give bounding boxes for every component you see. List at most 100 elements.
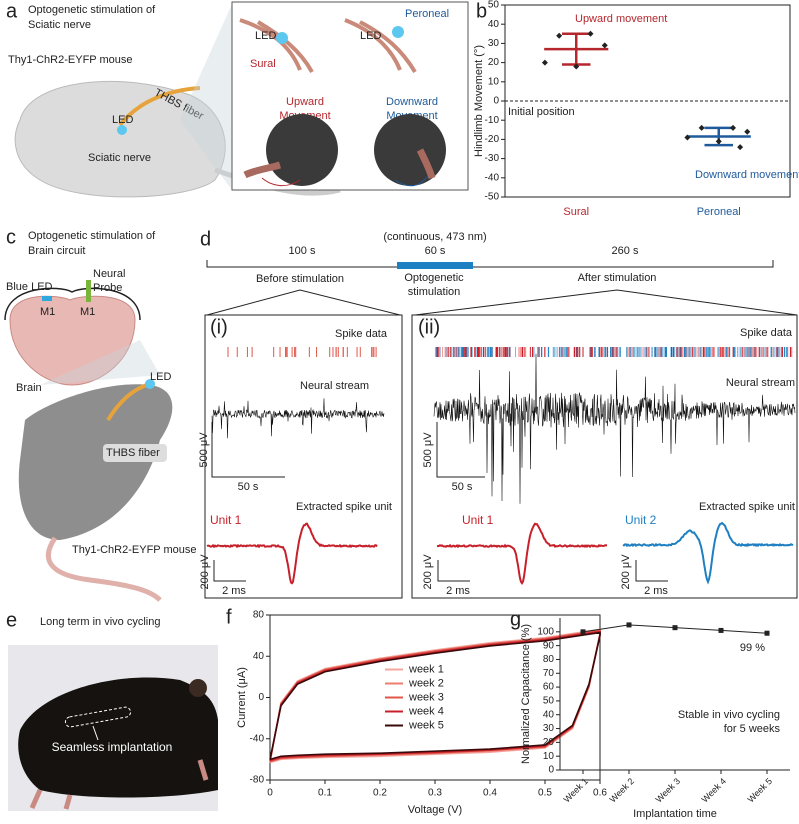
nerve-label: Sciatic nerve	[88, 152, 151, 164]
arrow	[261, 177, 301, 187]
series-line	[269, 631, 601, 761]
y-tick-label: -80	[250, 775, 265, 786]
series-line	[582, 624, 768, 634]
y-tick-label: 90	[543, 640, 555, 651]
y-tick-label: 70	[543, 668, 555, 679]
led	[392, 26, 404, 38]
row-label: Extracted spike unit	[296, 501, 392, 513]
panel-a: a Optogenetic stimulation of Sciatic ner…	[6, 0, 469, 198]
row-label: Extracted spike unit	[699, 501, 795, 513]
y-tick-label: 100	[537, 626, 554, 637]
scale-label: 200 μV	[422, 554, 434, 590]
arrow	[92, 725, 99, 741]
scale-bar	[436, 422, 485, 478]
y-tick-label: 0	[548, 765, 554, 776]
sub-label: (i)	[210, 316, 228, 338]
brain-label: Brain	[16, 382, 42, 394]
mouse-illustration	[18, 384, 173, 540]
led-label: LED	[255, 30, 276, 42]
y-tick-label: 60	[543, 682, 555, 693]
blue-led	[42, 296, 52, 301]
implant-outline	[64, 706, 132, 728]
x-tick-label: 0.3	[428, 788, 442, 799]
panel-letter: c	[6, 226, 16, 248]
time-label: 260 s	[612, 245, 639, 257]
annotation: Initial position	[508, 106, 575, 118]
legend-label: week 2	[408, 677, 444, 689]
caption: Brain circuit	[28, 245, 85, 257]
y-tick-label: 50	[488, 0, 500, 11]
x-tick-label: Week 3	[654, 776, 683, 805]
led	[145, 379, 155, 389]
y-tick-label: 40	[488, 19, 500, 30]
mouse-label: Thy1-ChR2-EYFP mouse	[8, 54, 133, 66]
legend-label: week 1	[408, 663, 444, 675]
data-point	[698, 124, 705, 131]
scale-bar	[635, 560, 668, 582]
leg	[416, 148, 436, 179]
time-label: 100 s	[289, 245, 316, 257]
y-tick-label: 50	[543, 696, 555, 707]
neural-trace	[433, 353, 796, 504]
y-tick-label: 30	[543, 723, 555, 734]
led	[276, 32, 288, 44]
panel-c: c Optogenetic stimulation of Brain circu…	[4, 226, 197, 602]
panel-letter: f	[226, 606, 232, 628]
phase-label: After stimulation	[578, 272, 657, 284]
x-tick-label: Week 4	[700, 776, 729, 805]
brain-illustration	[9, 295, 136, 386]
panel-letter: d	[200, 228, 211, 250]
timeline	[206, 260, 774, 268]
y-tick-label: 80	[543, 654, 555, 665]
y-tick-label: -40	[250, 733, 265, 744]
scale-bar	[437, 560, 470, 582]
y-tick-label: 0	[493, 96, 499, 107]
y-tick-label: -50	[485, 192, 500, 203]
y-tick-label: -40	[485, 172, 500, 183]
stim-note: (continuous, 473 nm)	[383, 231, 486, 243]
fiber-label: THBS fiber	[106, 447, 160, 459]
led-label: LED	[360, 30, 381, 42]
neural-trace	[211, 398, 385, 439]
zoom-cone	[180, 4, 232, 190]
data-point	[601, 42, 608, 49]
axes	[559, 618, 790, 771]
annotation: Upward movement	[575, 13, 667, 25]
data-point	[587, 30, 594, 37]
caption: Optogenetic stimulation of	[28, 230, 156, 242]
annotation: 99 %	[740, 642, 765, 654]
scale-label: 50 s	[452, 481, 473, 493]
x-axis-label: Voltage (V)	[408, 804, 462, 816]
led-label: Blue LED	[6, 281, 53, 293]
row-label: Neural stream	[726, 377, 795, 389]
x-axis-label: Implantation time	[633, 808, 717, 820]
region-label: M1	[40, 306, 55, 318]
scale-label: 2 ms	[644, 585, 668, 597]
caption: Optogenetic stimulation of	[28, 4, 156, 16]
skull	[4, 287, 141, 321]
y-tick-label: 10	[488, 76, 500, 87]
data-point	[737, 144, 744, 151]
x-tick-label: Peroneal	[697, 206, 741, 218]
unit-label: Unit 1	[210, 513, 242, 527]
peroneal-label: Peroneal	[405, 8, 449, 20]
sub-label: (ii)	[418, 316, 440, 338]
unit-label: Unit 2	[625, 513, 657, 527]
ear	[189, 679, 207, 697]
phase-label: Before stimulation	[256, 273, 344, 285]
tail	[45, 536, 162, 602]
box	[411, 314, 798, 599]
row-label: Neural stream	[300, 380, 369, 392]
x-tick-label: 0.5	[538, 788, 552, 799]
probe-label: Neural	[93, 268, 125, 280]
spike-waveform	[622, 521, 794, 585]
y-tick-label: 40	[543, 709, 555, 720]
x-tick-label: Week 5	[746, 776, 775, 805]
y-tick-label: 20	[543, 737, 555, 748]
time-label: 60 s	[425, 245, 446, 257]
panel-letter: e	[6, 609, 17, 631]
zoom-lines	[206, 289, 798, 316]
y-axis-label: Current (μA)	[236, 667, 248, 728]
spike-waveform	[206, 522, 378, 585]
